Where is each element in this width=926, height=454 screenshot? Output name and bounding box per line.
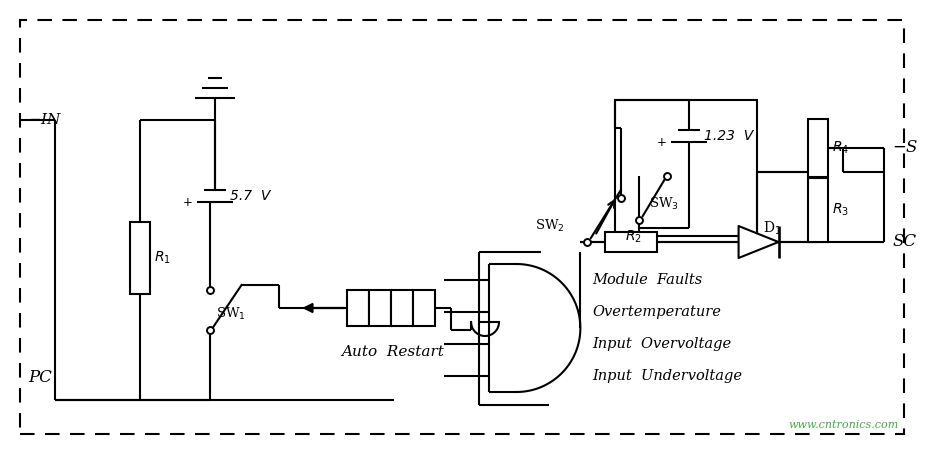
Text: SC: SC bbox=[893, 233, 917, 251]
Bar bbox=[605, 232, 657, 252]
Text: Input  Undervoltage: Input Undervoltage bbox=[593, 369, 743, 383]
Text: $R_3$: $R_3$ bbox=[832, 202, 849, 218]
Text: $-$S: $-$S bbox=[893, 139, 919, 157]
Bar bbox=[615, 100, 757, 236]
Text: PC: PC bbox=[28, 370, 52, 386]
Bar bbox=[808, 178, 829, 242]
Bar bbox=[347, 290, 369, 326]
Bar bbox=[413, 290, 435, 326]
Bar bbox=[808, 119, 829, 177]
Bar bbox=[369, 290, 392, 326]
Bar bbox=[392, 290, 413, 326]
Text: 1.23  V: 1.23 V bbox=[704, 129, 753, 143]
Text: $R_1$: $R_1$ bbox=[154, 250, 170, 266]
Polygon shape bbox=[739, 226, 779, 258]
Text: SW$_1$: SW$_1$ bbox=[216, 306, 245, 322]
Text: $R_2$: $R_2$ bbox=[625, 229, 642, 246]
Text: Overtemperature: Overtemperature bbox=[593, 305, 721, 319]
Text: 5.7  V: 5.7 V bbox=[230, 189, 270, 203]
Text: www.cntronics.com: www.cntronics.com bbox=[788, 420, 898, 430]
Text: +: + bbox=[182, 196, 193, 208]
Text: Auto  Restart: Auto Restart bbox=[342, 345, 444, 359]
Bar bbox=[130, 222, 150, 294]
Text: SW$_3$: SW$_3$ bbox=[649, 196, 679, 212]
Text: $R_4$: $R_4$ bbox=[832, 140, 850, 156]
Text: Module  Faults: Module Faults bbox=[593, 273, 703, 287]
Text: SW$_2$: SW$_2$ bbox=[535, 218, 565, 234]
Text: D$_1$: D$_1$ bbox=[762, 220, 781, 237]
Text: +: + bbox=[657, 135, 667, 148]
Text: $-$IN: $-$IN bbox=[28, 113, 63, 128]
Text: Input  Overvoltage: Input Overvoltage bbox=[593, 337, 732, 351]
